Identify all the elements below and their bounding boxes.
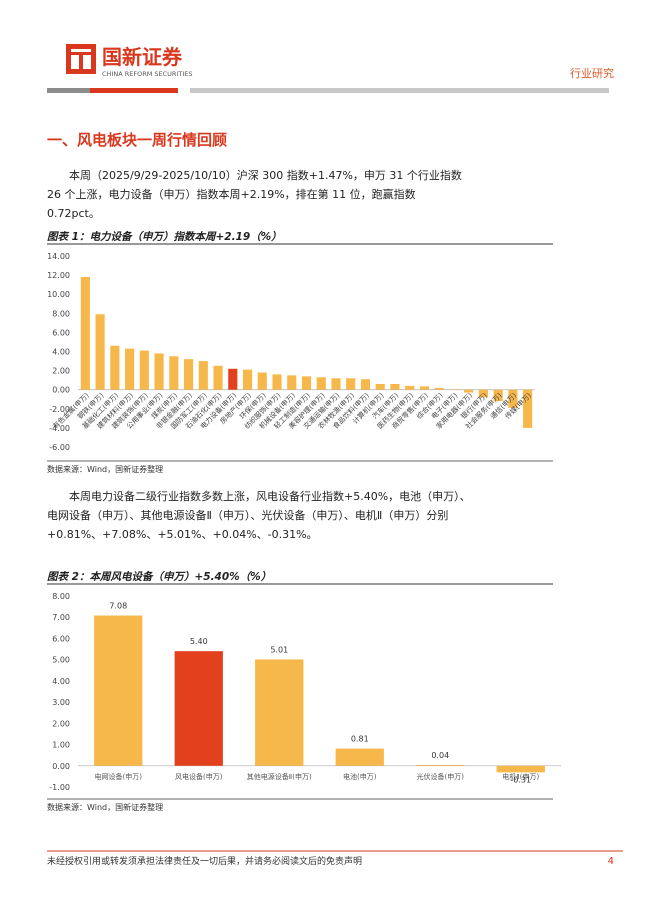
bar xyxy=(301,376,312,390)
bar xyxy=(94,615,143,766)
y-tick-label: -2.00 xyxy=(49,405,70,414)
y-tick-label: 5.00 xyxy=(52,656,70,665)
header-bar xyxy=(190,88,609,93)
y-tick-label: 12.00 xyxy=(47,271,70,280)
bar xyxy=(390,383,400,390)
data-label: 7.08 xyxy=(109,602,127,611)
y-tick-label: 10.00 xyxy=(47,290,70,299)
bar xyxy=(169,356,179,390)
logo-icon-part xyxy=(83,55,91,69)
paragraph: 本周电力设备二级行业指数多数上涨，风电设备行业指数+5.40%，电池（申万）、电… xyxy=(47,490,471,541)
y-tick-label: 2.00 xyxy=(52,719,70,728)
bar xyxy=(257,372,267,390)
bar xyxy=(335,748,384,766)
logo-icon-part xyxy=(71,55,79,69)
chart: -1.00 0.00 1.00 2.00 3.00 4.00 5.00 6.00 7.00 8.0… xyxy=(49,592,561,792)
y-tick-label: 4.00 xyxy=(52,677,70,686)
bar xyxy=(360,379,371,390)
y-tick-label: -1.00 xyxy=(49,783,70,792)
bar xyxy=(183,359,194,390)
figure-source: 数据来源：Wind，国新证券整理 xyxy=(47,465,164,474)
header-bar xyxy=(90,88,178,93)
bar xyxy=(95,314,105,390)
paragraph: 本周（2025/9/29-2025/10/10）沪深 300 指数+1.47%，… xyxy=(47,169,462,220)
bar xyxy=(464,389,474,393)
y-tick-label: 7.00 xyxy=(52,613,70,622)
y-tick-label: 6.00 xyxy=(52,328,70,337)
y-tick-label: 8.00 xyxy=(52,309,70,318)
y-tick-label: 4.00 xyxy=(52,348,70,357)
figure-title: 图表 2：本周风电设备（申万）+5.40%（%） xyxy=(47,571,272,583)
logo-subname: CHINA REFORM SECURITIES xyxy=(102,70,192,78)
bar xyxy=(287,375,297,390)
x-tick-label: 电机Ⅱ(申万) xyxy=(502,772,539,781)
x-tick-label: 电池(申万) xyxy=(343,772,377,781)
bar xyxy=(316,377,326,390)
figure-source: 数据来源：Wind，国新证券整理 xyxy=(47,803,164,812)
y-tick-label: 1.00 xyxy=(52,741,70,750)
data-label: 0.04 xyxy=(431,751,449,760)
y-tick-label: 3.00 xyxy=(52,698,70,707)
y-tick-label: 2.00 xyxy=(52,367,70,376)
header-bar xyxy=(47,88,90,93)
bar xyxy=(434,387,444,390)
logo-icon-part xyxy=(71,49,91,52)
y-tick-label: -4.00 xyxy=(49,424,70,433)
logo-icon xyxy=(66,44,96,74)
x-tick-label: 电网设备(申万) xyxy=(95,772,143,781)
report-category: 行业研究 xyxy=(570,66,614,80)
y-tick-label: 8.00 xyxy=(52,592,70,601)
bar xyxy=(174,651,223,766)
bar xyxy=(198,361,208,390)
x-tick-label: 风电设备(申万) xyxy=(175,772,223,781)
y-tick-label: -6.00 xyxy=(49,443,70,452)
data-label: 5.40 xyxy=(190,637,208,646)
bar xyxy=(272,374,282,390)
logo: 国新证券 CHINA REFORM SECURITIES xyxy=(66,44,192,78)
x-tick-label: 光伏设备(申万) xyxy=(417,772,465,781)
y-tick-label: 14.00 xyxy=(47,252,70,261)
section-title: 一、风电板块一周行情回顾 xyxy=(47,131,227,149)
bar xyxy=(416,764,465,766)
bar xyxy=(125,348,135,390)
bar xyxy=(508,389,518,408)
bar xyxy=(213,365,223,390)
bar xyxy=(523,389,533,428)
x-tick-label: 其他电源设备Ⅱ(申万) xyxy=(247,772,312,781)
page-number: 4 xyxy=(608,856,614,867)
y-tick-label: 0.00 xyxy=(52,386,70,395)
bar xyxy=(419,386,430,390)
bar xyxy=(405,385,415,390)
bar xyxy=(493,389,503,402)
figure-title: 图表 1：电力设备（申万）指数本周+2.19（%） xyxy=(47,231,282,243)
footer-disclaimer: 未经授权引用或转发须承担法律责任及一切后果，并请务必阅读文后的免责声明 xyxy=(47,855,362,867)
bar xyxy=(255,659,304,766)
y-tick-label: 6.00 xyxy=(52,634,70,643)
bar xyxy=(331,378,341,390)
bar xyxy=(110,345,120,390)
y-tick-label: 0.00 xyxy=(52,762,70,771)
bar xyxy=(154,353,164,390)
bar xyxy=(496,765,545,773)
data-label: 0.81 xyxy=(351,735,369,744)
logo-name: 国新证券 xyxy=(102,45,183,69)
bar xyxy=(375,383,385,390)
bar xyxy=(80,277,90,390)
bar xyxy=(139,350,149,390)
bar xyxy=(478,389,488,398)
data-label: -0.31 xyxy=(510,775,531,784)
bar xyxy=(346,378,356,390)
bar xyxy=(228,368,238,390)
bar xyxy=(242,369,253,390)
chart: -6.00 -4.00 -2.00 0.00 2.00 4.00 6.00 8.00 10.00… xyxy=(47,252,535,452)
data-label: 5.01 xyxy=(270,645,288,654)
